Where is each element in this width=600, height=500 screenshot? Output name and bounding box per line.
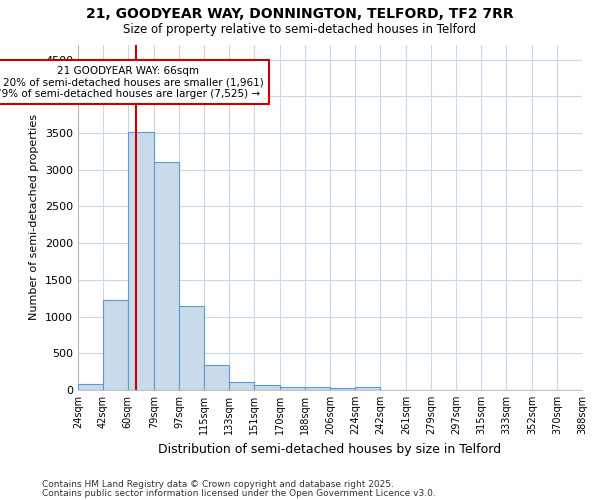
- X-axis label: Distribution of semi-detached houses by size in Telford: Distribution of semi-detached houses by …: [158, 442, 502, 456]
- Bar: [305, 387, 330, 390]
- Text: 21, GOODYEAR WAY, DONNINGTON, TELFORD, TF2 7RR: 21, GOODYEAR WAY, DONNINGTON, TELFORD, T…: [86, 8, 514, 22]
- Bar: [280, 386, 305, 390]
- Text: 21 GOODYEAR WAY: 66sqm
← 20% of semi-detached houses are smaller (1,961)
79% of : 21 GOODYEAR WAY: 66sqm ← 20% of semi-det…: [0, 66, 264, 99]
- Bar: [355, 386, 380, 390]
- Bar: [330, 388, 355, 390]
- Bar: [179, 306, 204, 390]
- Bar: [128, 132, 154, 390]
- Bar: [78, 384, 103, 390]
- Bar: [103, 300, 128, 390]
- Y-axis label: Number of semi-detached properties: Number of semi-detached properties: [29, 114, 40, 320]
- Text: Contains public sector information licensed under the Open Government Licence v3: Contains public sector information licen…: [42, 488, 436, 498]
- Bar: [154, 162, 179, 390]
- Text: Size of property relative to semi-detached houses in Telford: Size of property relative to semi-detach…: [124, 22, 476, 36]
- Bar: [204, 364, 229, 390]
- Bar: [229, 382, 254, 390]
- Bar: [254, 385, 280, 390]
- Text: Contains HM Land Registry data © Crown copyright and database right 2025.: Contains HM Land Registry data © Crown c…: [42, 480, 394, 489]
